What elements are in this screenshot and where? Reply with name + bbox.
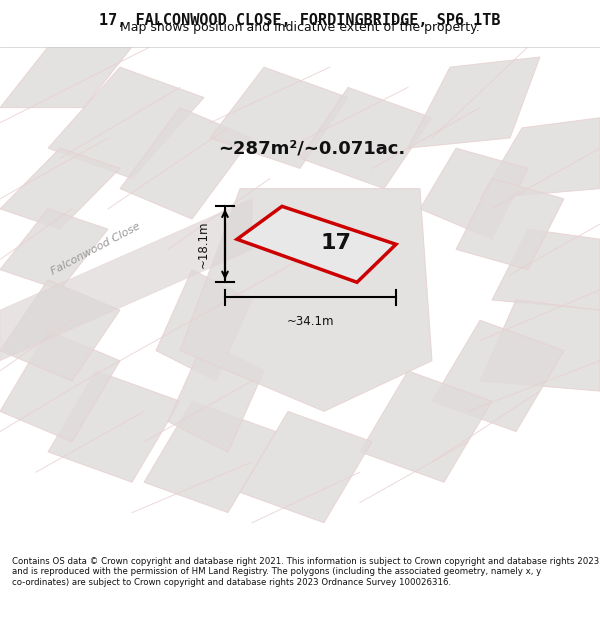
Polygon shape bbox=[456, 179, 564, 269]
Polygon shape bbox=[480, 300, 600, 391]
Polygon shape bbox=[300, 88, 432, 189]
Polygon shape bbox=[144, 401, 276, 512]
Polygon shape bbox=[120, 107, 252, 219]
Text: ~287m²/~0.071ac.: ~287m²/~0.071ac. bbox=[218, 139, 406, 157]
Polygon shape bbox=[0, 280, 120, 381]
Text: Contains OS data © Crown copyright and database right 2021. This information is : Contains OS data © Crown copyright and d… bbox=[12, 557, 599, 586]
Polygon shape bbox=[432, 320, 564, 432]
Polygon shape bbox=[420, 148, 528, 239]
Polygon shape bbox=[480, 118, 600, 199]
Polygon shape bbox=[48, 371, 180, 482]
Polygon shape bbox=[237, 206, 396, 282]
Polygon shape bbox=[0, 209, 108, 290]
Polygon shape bbox=[0, 331, 120, 442]
Polygon shape bbox=[0, 199, 252, 361]
Text: ~18.1m: ~18.1m bbox=[197, 221, 210, 268]
Polygon shape bbox=[492, 229, 600, 310]
Polygon shape bbox=[0, 148, 120, 229]
Polygon shape bbox=[168, 341, 264, 452]
Text: Map shows position and indicative extent of the property.: Map shows position and indicative extent… bbox=[120, 21, 480, 34]
Polygon shape bbox=[0, 47, 132, 108]
Polygon shape bbox=[210, 67, 348, 168]
Text: 17: 17 bbox=[320, 233, 352, 253]
Polygon shape bbox=[48, 67, 204, 179]
Text: 17, FALCONWOOD CLOSE, FORDINGBRIDGE, SP6 1TB: 17, FALCONWOOD CLOSE, FORDINGBRIDGE, SP6… bbox=[99, 13, 501, 28]
Polygon shape bbox=[240, 411, 372, 522]
Text: ~34.1m: ~34.1m bbox=[287, 315, 334, 328]
Text: Falconwood Close: Falconwood Close bbox=[50, 221, 142, 278]
Polygon shape bbox=[360, 371, 492, 482]
Polygon shape bbox=[408, 57, 540, 148]
Polygon shape bbox=[156, 269, 252, 381]
Polygon shape bbox=[180, 189, 432, 411]
